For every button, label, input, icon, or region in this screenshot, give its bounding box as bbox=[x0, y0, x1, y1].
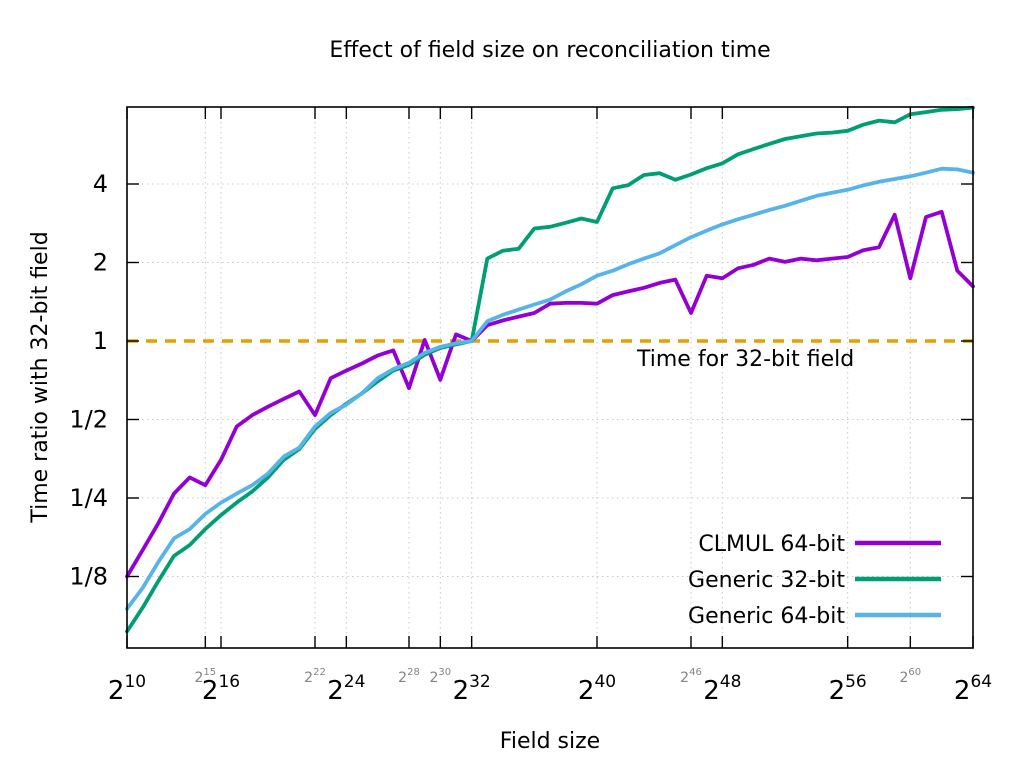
x-axis-label: Field size bbox=[500, 729, 600, 754]
y-tick-label-1-2: 1/2 bbox=[69, 406, 108, 434]
x-tick-label-2e40: 240 bbox=[578, 672, 616, 706]
series-line-clmul-64-bit bbox=[125, 209, 975, 579]
legend-label-clmul-64-bit: CLMUL 64-bit bbox=[698, 532, 845, 557]
series-line-generic-32-bit bbox=[125, 105, 975, 634]
x-tick-label-2e64: 264 bbox=[954, 672, 992, 706]
series-line-generic-64-bit bbox=[125, 166, 975, 611]
x-minor-tick-label-2e22: 222 bbox=[304, 667, 326, 686]
x-minor-tick-label-2e60: 260 bbox=[900, 667, 922, 686]
x-minor-tick-label-2e28: 228 bbox=[398, 667, 420, 686]
y-axis-label: Time ratio with 32-bit field bbox=[28, 231, 53, 523]
x-minor-tick-label-2e46: 246 bbox=[680, 667, 702, 686]
x-tick-label-2e48: 248 bbox=[703, 672, 741, 706]
x-tick-label-2e32: 232 bbox=[453, 672, 491, 706]
legend-label-generic-64-bit: Generic 64-bit bbox=[688, 604, 845, 629]
y-tick-label-1: 1 bbox=[93, 327, 108, 355]
y-tick-label-4: 4 bbox=[93, 170, 108, 198]
y-tick-label-2: 2 bbox=[93, 249, 108, 277]
reference-line-label: Time for 32-bit field bbox=[636, 347, 854, 372]
x-tick-label-2e10: 210 bbox=[108, 672, 146, 706]
x-tick-label-2e56: 256 bbox=[829, 672, 867, 706]
y-tick-label-1-8: 1/8 bbox=[69, 563, 108, 591]
legend-label-generic-32-bit: Generic 32-bit bbox=[688, 568, 845, 593]
x-minor-tick-label-2e30: 230 bbox=[430, 667, 452, 686]
chart-title: Effect of field size on reconciliation t… bbox=[329, 38, 770, 63]
plot-frame bbox=[126, 106, 974, 649]
x-tick-label-2e24: 224 bbox=[327, 672, 365, 706]
y-tick-label-1-4: 1/4 bbox=[69, 484, 108, 512]
